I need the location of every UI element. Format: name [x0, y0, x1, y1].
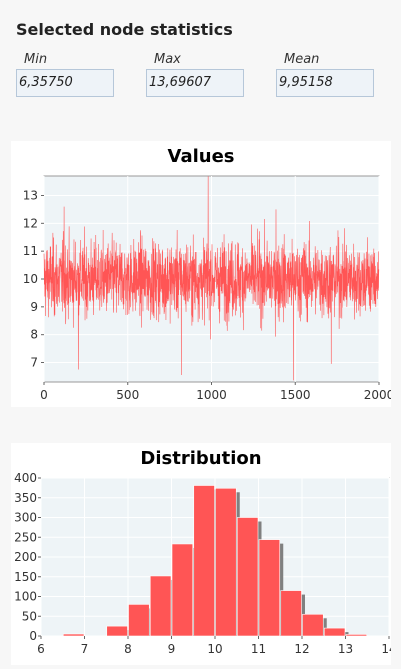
distribution-bar — [128, 604, 150, 637]
values-y-tick-label: 10 — [23, 272, 38, 286]
stat-min-label: Min — [24, 52, 48, 67]
distribution-y-tick-label: 400 — [14, 471, 37, 485]
values-x-tick-label: 1000 — [196, 388, 227, 402]
distribution-y-tick-label: 150 — [14, 570, 37, 584]
distribution-bar — [171, 543, 194, 637]
stat-min-field[interactable]: 6,35750 — [16, 69, 114, 97]
values-y-tick-label: 12 — [23, 216, 38, 230]
distribution-bar — [345, 634, 368, 637]
distribution-bar — [280, 590, 302, 637]
stat-mean: Mean 9,95158 — [276, 52, 374, 97]
values-grid — [43, 176, 380, 382]
distribution-chart-container: Distribution 0 50 100 150 200 250 300 350 400 6 7 8… — [11, 443, 397, 665]
distribution-y-tick-label: 300 — [14, 511, 37, 525]
distribution-x-tick-label: 7 — [81, 642, 89, 656]
distribution-y-tick-label: 50 — [22, 609, 37, 623]
distribution-bar — [193, 485, 215, 637]
values-y-tick-label: 8 — [30, 328, 38, 342]
distribution-x-tick-label: 12 — [294, 642, 309, 656]
distribution-bar — [323, 627, 346, 637]
distribution-bar — [62, 633, 85, 637]
values-x-tick-label: 0 — [40, 388, 48, 402]
distribution-bar — [236, 517, 259, 637]
distribution-y-tick-label: 200 — [14, 550, 37, 564]
values-y-tick-label: 7 — [30, 356, 38, 370]
distribution-x-tick-label: 14 — [381, 642, 391, 656]
values-x-tick-label: 500 — [116, 388, 139, 402]
values-axes: 7 8 9 10 11 12 13 0 500 1000 1500 2000 — [23, 188, 395, 402]
values-y-tick-label: 9 — [30, 300, 38, 314]
distribution-y-tick-label: 250 — [14, 530, 37, 544]
distribution-x-tick-label: 11 — [251, 642, 266, 656]
values-x-tick-label: 1500 — [280, 388, 311, 402]
values-series — [43, 176, 380, 381]
distribution-x-tick-label: 9 — [168, 642, 176, 656]
distribution-axes: 0 50 100 150 200 250 300 350 400 6 7 8 9 10 11 12 13 14 — [14, 471, 397, 656]
distribution-chart-title: Distribution — [140, 448, 261, 469]
distribution-x-tick-label: 6 — [37, 642, 45, 656]
values-y-tick-label: 11 — [23, 244, 38, 258]
distribution-x-tick-label: 8 — [124, 642, 132, 656]
distribution-x-tick-label: 13 — [338, 642, 353, 656]
values-y-tick-label: 13 — [23, 188, 38, 202]
distribution-bar — [149, 575, 172, 637]
stat-min: Min 6,35750 — [16, 52, 114, 97]
values-chart-container: Values 7 8 9 10 11 12 13 0 500 1000 1500 2000 — [11, 141, 395, 407]
stat-max: Max 13,69607 — [146, 52, 244, 97]
distribution-y-tick-label: 350 — [14, 491, 37, 505]
values-series-line — [43, 176, 380, 381]
values-x-tick-label: 2000 — [364, 388, 391, 402]
distribution-x-tick-label: 10 — [207, 642, 222, 656]
distribution-y-tick-label: 100 — [14, 590, 37, 604]
stat-max-label: Max — [154, 52, 181, 67]
stat-mean-label: Mean — [284, 52, 320, 67]
distribution-bar — [106, 625, 128, 637]
distribution-bar — [258, 539, 281, 637]
distribution-bar — [215, 487, 237, 637]
panel-title: Selected node statistics — [16, 20, 233, 39]
stat-mean-field[interactable]: 9,95158 — [276, 69, 374, 97]
values-chart-title: Values — [168, 146, 235, 167]
distribution-chart: Distribution 0 50 100 150 200 250 300 350 400 6 7 8… — [14, 448, 397, 656]
distribution-bars — [62, 485, 368, 637]
values-chart: Values 7 8 9 10 11 12 13 0 500 1000 1500 2000 — [23, 146, 395, 402]
distribution-y-tick-label: 0 — [29, 629, 37, 643]
stat-max-field[interactable]: 13,69607 — [146, 69, 244, 97]
distribution-bar — [302, 613, 324, 637]
